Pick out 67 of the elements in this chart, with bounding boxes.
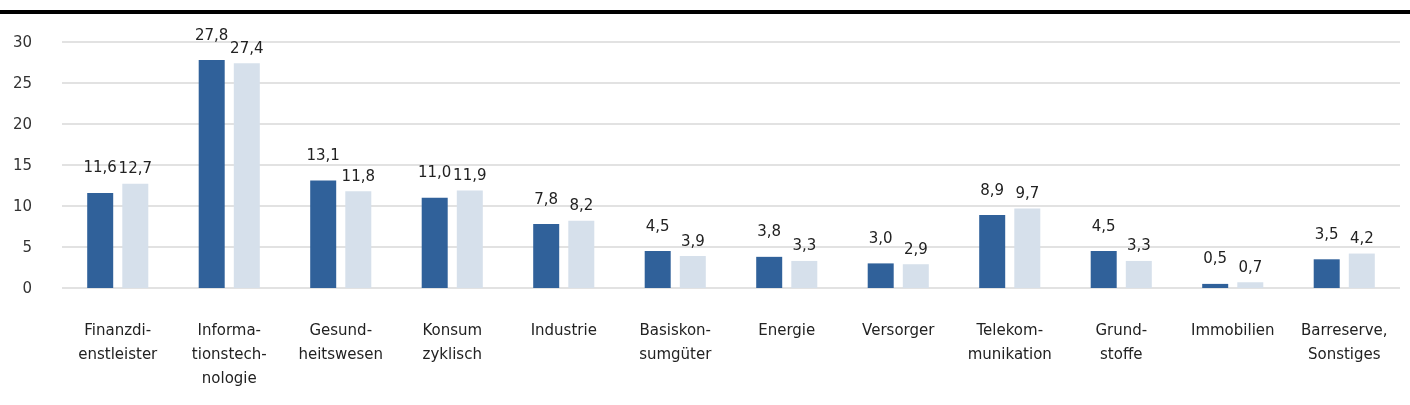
data-label: 0,5 [1203, 249, 1228, 268]
bar [1014, 208, 1041, 288]
bar [310, 180, 337, 288]
data-label: 11,8 [341, 166, 375, 185]
x-tick-label: Immobilien [1190, 321, 1275, 339]
bar [1237, 282, 1264, 288]
x-tick-label: Informa- tionstech- nologie [191, 321, 267, 387]
bar [233, 63, 260, 288]
bar [644, 251, 671, 288]
bar [979, 215, 1006, 288]
x-tick-label: Grund- stoffe [1095, 321, 1148, 363]
data-label: 11,0 [418, 163, 452, 182]
y-tick-label: 10 [12, 197, 32, 215]
data-label: 9,7 [1015, 183, 1040, 202]
bar [791, 260, 818, 288]
bar [87, 192, 114, 288]
bar [902, 264, 929, 288]
data-label: 12,7 [118, 159, 152, 178]
data-label: 11,9 [453, 165, 487, 184]
data-label: 7,8 [534, 189, 559, 208]
x-tick-label: Barreserve, Sonstiges [1300, 321, 1388, 363]
data-label: 13,1 [306, 146, 340, 165]
bar [1348, 253, 1375, 288]
data-label: 8,9 [980, 180, 1005, 199]
bar [421, 197, 448, 288]
y-tick-label: 0 [22, 279, 32, 297]
x-tick-label: Telekom- munikation [967, 321, 1052, 363]
x-tick-label: Versorger [862, 321, 936, 339]
bar [1202, 283, 1229, 288]
x-tick-label: Gesund- heitswesen [298, 321, 384, 363]
data-label: 4,5 [645, 216, 670, 235]
bar [345, 191, 372, 288]
y-tick-label: 30 [12, 33, 32, 51]
y-tick-label: 25 [12, 74, 32, 92]
data-label: 11,6 [83, 158, 117, 177]
data-label: 2,9 [903, 239, 928, 258]
data-label: 27,8 [195, 25, 229, 44]
data-label: 3,9 [680, 231, 705, 250]
data-label: 3,0 [868, 228, 893, 247]
bar [122, 183, 149, 288]
bar [198, 60, 225, 288]
y-tick-label: 15 [12, 156, 32, 174]
y-tick-label: 5 [22, 238, 32, 256]
data-label: 3,5 [1314, 224, 1339, 243]
bar [679, 256, 706, 288]
data-label: 4,5 [1091, 216, 1116, 235]
bar [568, 220, 595, 288]
bar [867, 263, 894, 288]
x-tick-label: Industrie [530, 321, 597, 339]
data-label: 3,3 [1126, 236, 1151, 255]
x-tick-label: Energie [758, 321, 816, 339]
bar [456, 190, 483, 288]
bar [1313, 259, 1340, 288]
bar [1090, 251, 1117, 288]
bar [1125, 260, 1152, 288]
data-label: 8,2 [569, 196, 594, 215]
data-label: 3,8 [757, 222, 782, 241]
data-label: 27,4 [230, 38, 264, 57]
y-tick-label: 20 [12, 115, 32, 133]
data-label: 4,2 [1349, 229, 1374, 248]
x-tick-label: Konsum zyklisch [422, 321, 483, 363]
bar [533, 224, 560, 288]
data-label: 0,7 [1238, 257, 1263, 276]
x-tick-label: Finanzdi- enstleister [78, 321, 159, 363]
data-label: 3,3 [792, 236, 817, 255]
bar [756, 256, 783, 288]
x-tick-label: Basiskon- sumgüter [639, 321, 713, 363]
